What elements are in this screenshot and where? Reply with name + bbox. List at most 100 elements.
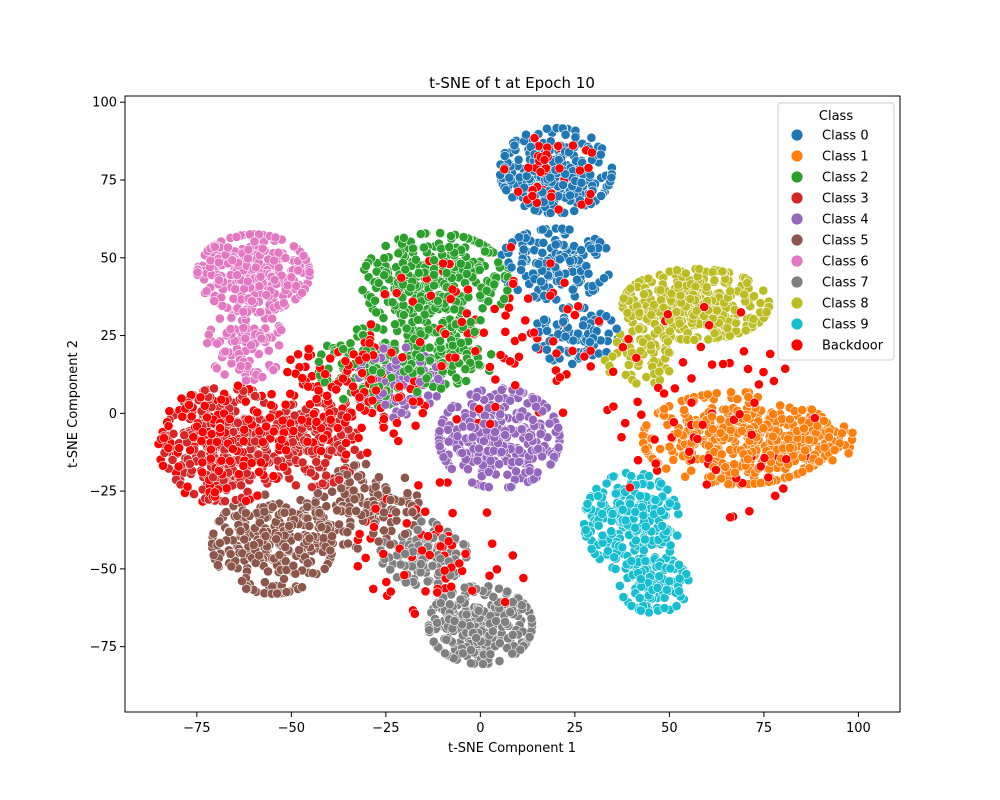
point-class-7	[473, 605, 484, 616]
point-class-9	[638, 510, 649, 521]
point-backdoor	[302, 436, 313, 447]
point-class-4	[505, 482, 516, 492]
point-class-0	[558, 316, 569, 327]
point-class-0	[545, 172, 556, 183]
point-class-2	[370, 295, 380, 306]
point-class-9	[597, 530, 608, 541]
point-backdoor	[394, 381, 405, 392]
point-class-2	[481, 285, 492, 296]
point-class-5	[325, 545, 336, 556]
point-backdoor	[396, 272, 407, 283]
point-class-5	[304, 521, 315, 531]
point-class-5	[290, 568, 301, 579]
point-backdoor	[558, 407, 568, 418]
point-class-0	[578, 320, 588, 331]
point-class-7	[461, 609, 472, 620]
point-class-6	[240, 333, 251, 344]
point-class-7	[432, 617, 442, 628]
point-class-7	[524, 632, 535, 642]
point-class-5	[402, 488, 413, 499]
point-class-2	[477, 303, 488, 314]
point-class-4	[490, 427, 500, 437]
point-backdoor	[439, 565, 450, 576]
point-class-1	[819, 442, 830, 453]
point-class-5	[359, 483, 370, 494]
point-class-2	[447, 340, 458, 351]
point-class-7	[517, 600, 527, 611]
point-class-2	[424, 342, 435, 353]
point-class-1	[707, 424, 718, 435]
point-backdoor	[197, 467, 208, 478]
point-class-7	[427, 560, 438, 571]
point-class-9	[620, 515, 631, 526]
point-class-0	[531, 342, 541, 353]
point-class-5	[272, 588, 282, 599]
point-class-2	[429, 280, 439, 291]
point-class-8	[623, 359, 634, 370]
point-class-5	[318, 533, 329, 544]
point-class-6	[274, 340, 284, 351]
point-class-0	[554, 254, 565, 265]
point-class-0	[567, 358, 578, 369]
point-backdoor	[199, 400, 210, 411]
point-class-5	[239, 534, 250, 545]
point-class-2	[413, 302, 424, 313]
point-backdoor	[164, 406, 175, 417]
point-backdoor	[435, 541, 446, 552]
point-class-0	[606, 172, 617, 183]
point-class-9	[640, 534, 650, 545]
point-class-8	[674, 318, 685, 329]
point-backdoor	[625, 482, 635, 493]
point-class-4	[500, 430, 510, 440]
point-class-4	[485, 455, 496, 466]
point-class-4	[514, 456, 524, 467]
point-backdoor	[348, 381, 358, 392]
point-backdoor	[355, 402, 366, 413]
point-class-4	[553, 442, 564, 453]
point-class-0	[595, 149, 606, 160]
point-class-1	[768, 431, 778, 442]
point-class-1	[797, 405, 808, 415]
point-class-7	[458, 539, 469, 550]
point-backdoor	[282, 367, 293, 377]
point-class-4	[533, 443, 544, 454]
point-backdoor	[393, 392, 404, 403]
point-class-2	[480, 246, 490, 257]
point-class-6	[217, 300, 228, 311]
point-class-6	[231, 231, 242, 242]
point-backdoor	[770, 490, 781, 501]
point-class-9	[586, 544, 597, 554]
point-backdoor	[489, 303, 500, 314]
point-class-3	[290, 480, 301, 491]
point-class-2	[380, 240, 391, 251]
point-class-6	[270, 232, 281, 243]
point-class-3	[236, 480, 246, 491]
point-backdoor	[623, 334, 634, 344]
point-class-7	[465, 658, 476, 669]
point-backdoor	[510, 380, 521, 391]
point-class-8	[637, 337, 648, 347]
point-class-1	[679, 405, 689, 415]
point-class-2	[421, 373, 432, 384]
point-class-8	[755, 298, 766, 308]
point-class-8	[722, 323, 733, 334]
point-backdoor	[562, 304, 573, 315]
point-class-6	[203, 329, 214, 340]
point-backdoor	[463, 284, 473, 295]
point-backdoor	[781, 454, 792, 465]
point-class-5	[288, 560, 299, 571]
point-backdoor	[553, 141, 564, 151]
point-class-1	[668, 454, 679, 465]
point-class-5	[348, 485, 359, 496]
point-class-2	[390, 319, 400, 330]
scatter-points	[153, 123, 858, 669]
point-class-1	[799, 423, 809, 434]
point-class-9	[672, 530, 683, 541]
point-class-8	[634, 307, 645, 318]
point-class-7	[415, 559, 426, 569]
point-class-8	[643, 273, 654, 284]
point-class-9	[665, 540, 676, 551]
point-class-2	[475, 315, 486, 326]
point-class-9	[662, 584, 672, 595]
point-backdoor	[754, 379, 764, 390]
